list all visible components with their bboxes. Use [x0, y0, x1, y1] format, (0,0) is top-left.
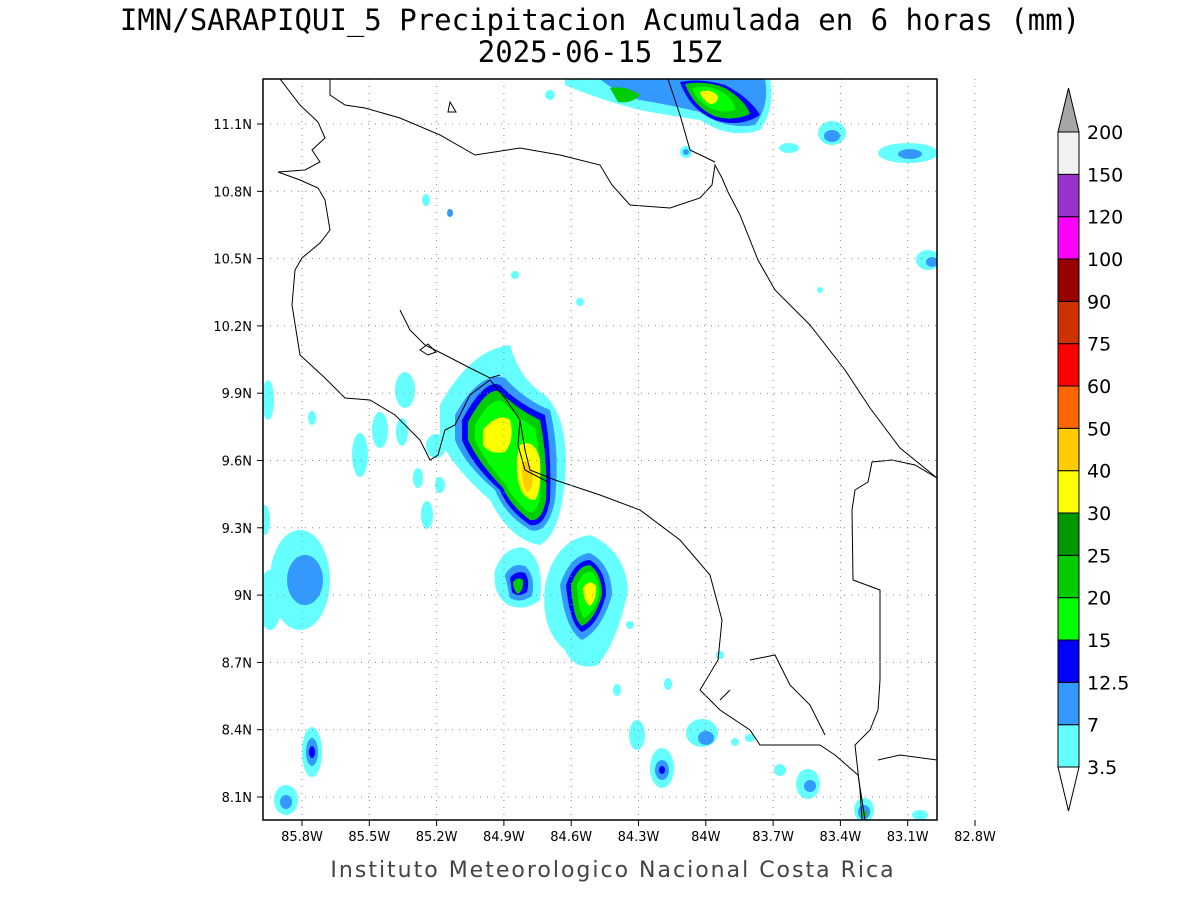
- panama-border: [851, 459, 937, 820]
- latitude-tick-label: 8.7N: [222, 656, 252, 671]
- colorbar-label: 7: [1087, 715, 1099, 737]
- map-title: IMN/SARAPIQUI_5 Precipitacion Acumulada …: [120, 3, 1080, 38]
- longitude-tick-label: 84W: [691, 830, 721, 845]
- colorbar-label: 12.5: [1087, 672, 1129, 694]
- colorbar-label: 150: [1087, 164, 1123, 186]
- colorbar-segment: [1057, 470, 1080, 514]
- latitude-tick-label: 9.6N: [222, 455, 252, 470]
- coast-detail: [719, 689, 731, 701]
- colorbar-segment: [1057, 216, 1080, 260]
- longitude-tick-label: 84.9W: [483, 830, 525, 845]
- scattered-rain-cells: [263, 90, 937, 820]
- colorbar-label: 20: [1087, 588, 1111, 610]
- colorbar-segment: [1057, 427, 1080, 472]
- pacific-coastline: [277, 79, 866, 820]
- colorbar-label: 25: [1087, 545, 1111, 567]
- colorbar-segment: [1057, 639, 1080, 683]
- longitude-tick-label: 82.8W: [954, 830, 996, 845]
- colorbar-label: 200: [1087, 122, 1123, 144]
- longitude-tick-label: 84.3W: [618, 830, 660, 845]
- colorbar-label: 30: [1087, 503, 1111, 525]
- precipitation-field: [263, 79, 937, 820]
- map-frame: [262, 78, 938, 821]
- colorbar-segment: [1057, 597, 1080, 641]
- colorbar-label: 40: [1087, 461, 1111, 483]
- map-panel: 85.8W 85.5W 85.2W 84.9W 84.6W 84.3W 84W 83.7W 83…: [213, 78, 996, 845]
- rain-cell-northern-edge: [565, 79, 772, 134]
- colorbar-label: 120: [1087, 207, 1123, 229]
- inland-border: [517, 419, 549, 483]
- colorbar-label: 90: [1087, 291, 1111, 313]
- colorbar-below-min-triangle: [1057, 766, 1080, 812]
- island-outline-north: [447, 100, 457, 113]
- longitude-axis: 85.8W 85.5W 85.2W 84.9W 84.6W 84.3W 84W 83.7W 83…: [281, 820, 996, 845]
- map-gridlines: [263, 79, 976, 820]
- island-outline: [419, 343, 437, 356]
- latitude-tick-label: 11.1N: [213, 118, 252, 133]
- colorbar-segment: [1057, 300, 1080, 345]
- colorbar-above-max-triangle: [1057, 87, 1080, 133]
- osa-peninsula: [749, 654, 826, 736]
- colorbar-segment: [1057, 343, 1080, 387]
- panama-coast: [877, 754, 937, 761]
- precipitation-colorbar: 3.5 7 12.5 15 20 25 30 40 50 60 75 90 100 120 150 200: [1057, 87, 1129, 812]
- longitude-tick-label: 83.4W: [819, 830, 861, 845]
- longitude-tick-label: 83.1W: [887, 830, 929, 845]
- longitude-tick-label: 84.6W: [550, 830, 592, 845]
- longitude-tick-label: 85.8W: [281, 830, 323, 845]
- nicaragua-border: [667, 79, 716, 163]
- colorbar-label: 60: [1087, 376, 1111, 398]
- colorbar-segment: [1057, 681, 1080, 726]
- rain-cell-southwest: [494, 547, 541, 608]
- colorbar-segment: [1057, 512, 1080, 556]
- colorbar-label: 75: [1087, 334, 1111, 356]
- rain-cell-south: [544, 535, 628, 667]
- latitude-tick-label: 10.5N: [213, 253, 252, 268]
- latitude-tick-label: 10.2N: [213, 320, 252, 335]
- colorbar-segment: [1057, 173, 1080, 218]
- gulf-coastline: [399, 309, 501, 379]
- latitude-tick-label: 10.8N: [213, 185, 252, 200]
- colorbar-label: 50: [1087, 418, 1111, 440]
- latitude-axis: 11.1N 10.8N 10.5N 10.2N 9.9N 9.6N 9.3N 9N 8.7N 8.…: [213, 118, 263, 806]
- longitude-tick-label: 85.5W: [348, 830, 390, 845]
- colorbar-label: 100: [1087, 249, 1123, 271]
- rain-cell-north-central: [440, 345, 566, 545]
- latitude-tick-label: 9N: [234, 589, 252, 604]
- latitude-tick-label: 8.1N: [222, 791, 252, 806]
- longitude-tick-label: 83.7W: [752, 830, 794, 845]
- latitude-tick-label: 9.9N: [222, 387, 252, 402]
- latitude-tick-label: 8.4N: [222, 724, 252, 739]
- longitude-tick-label: 85.2W: [416, 830, 458, 845]
- colorbar-segment: [1057, 131, 1080, 175]
- coastlines: [277, 79, 937, 820]
- map-subtitle-datetime: 2025-06-15 15Z: [478, 35, 722, 69]
- colorbar-label: 3.5: [1087, 757, 1117, 779]
- colorbar-label: 15: [1087, 630, 1111, 652]
- caribbean-coastline-north: [329, 79, 937, 479]
- map-background: [263, 79, 937, 820]
- latitude-tick-label: 9.3N: [222, 522, 252, 537]
- colorbar-segment: [1057, 258, 1080, 302]
- colorbar-segment: [1057, 385, 1080, 429]
- institution-footer: Instituto Meteorologico Nacional Costa R…: [330, 858, 895, 883]
- colorbar-segment: [1057, 554, 1080, 599]
- colorbar-segment: [1057, 724, 1080, 768]
